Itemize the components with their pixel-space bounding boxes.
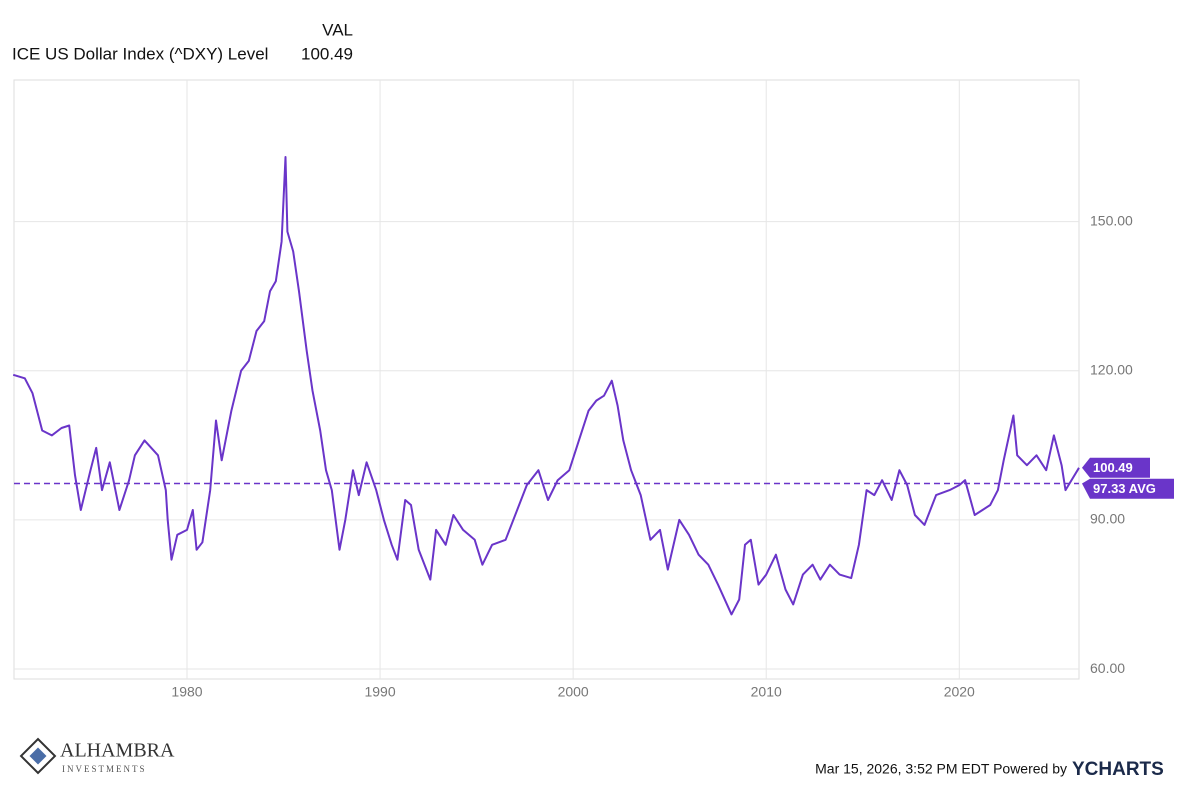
series-last-value: 100.49 — [301, 44, 353, 63]
x-tick-label: 2010 — [751, 684, 782, 700]
series-line — [12, 156, 1080, 616]
logo: ALHAMBRA INVESTMENTS — [19, 737, 175, 775]
x-tick-label: 2020 — [944, 684, 975, 700]
x-tick-label: 1980 — [171, 684, 202, 700]
x-tick-label: 1990 — [364, 684, 395, 700]
y-tick-label: 150.00 — [1090, 212, 1133, 228]
y-tick-label: 90.00 — [1090, 511, 1125, 527]
logo-name: ALHAMBRA — [60, 740, 175, 762]
plot-frame — [13, 79, 1080, 680]
last-value-badge — [1082, 457, 1150, 478]
timestamp: Mar 15, 2026, 3:52 PM EDT Powered by — [815, 761, 1067, 777]
x-tick-label: 2000 — [558, 684, 589, 700]
value-header: VAL — [322, 20, 353, 39]
average-badge — [1082, 478, 1174, 499]
provider: YCHARTS — [1072, 759, 1164, 780]
y-tick-label: 60.00 — [1090, 660, 1125, 676]
series-name: ICE US Dollar Index (^DXY) Level — [12, 44, 268, 63]
y-tick-label: 120.00 — [1090, 362, 1133, 378]
average-label: 97.33 AVG — [1093, 481, 1156, 496]
logo-sub: INVESTMENTS — [62, 764, 147, 774]
last-value-label: 100.49 — [1093, 460, 1133, 475]
logo-icon — [19, 737, 57, 775]
